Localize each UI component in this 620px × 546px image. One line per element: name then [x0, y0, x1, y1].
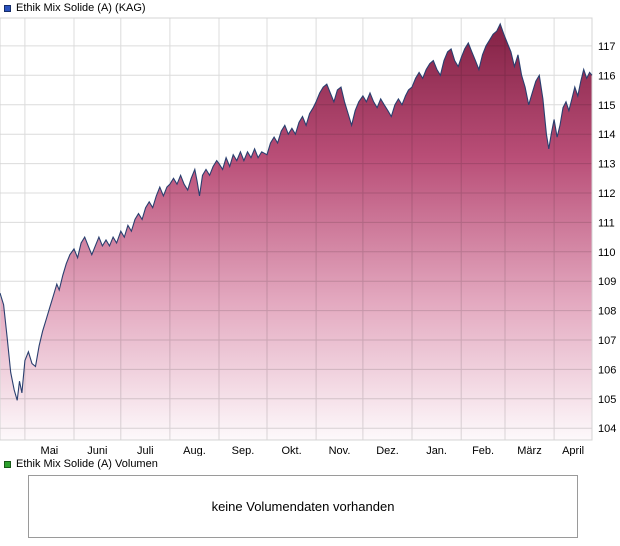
price-chart-canvas[interactable]: 104 105 106 107 108 109 110 111 112 113 114 115 116 1… [0, 14, 620, 456]
svg-text:Sep.: Sep. [232, 445, 255, 456]
price-chart[interactable]: 104 105 106 107 108 109 110 111 112 113 114 115 116 1… [0, 14, 620, 456]
volume-empty-message: keine Volumendaten vorhanden [211, 499, 395, 514]
svg-text:Jan.: Jan. [426, 445, 447, 456]
price-legend-swatch-icon [4, 4, 11, 12]
svg-text:112: 112 [598, 188, 616, 200]
svg-text:106: 106 [598, 364, 616, 376]
svg-text:Aug.: Aug. [183, 445, 206, 456]
svg-text:Nov.: Nov. [329, 445, 351, 456]
price-legend-label: Ethik Mix Solide (A) (KAG) [16, 1, 146, 14]
svg-text:Okt.: Okt. [282, 445, 302, 456]
volume-empty-box: keine Volumendaten vorhanden [28, 475, 578, 538]
svg-text:113: 113 [598, 159, 616, 171]
svg-text:111: 111 [598, 217, 615, 229]
svg-text:Dez.: Dez. [376, 445, 399, 456]
svg-text:109: 109 [598, 276, 616, 288]
svg-text:117: 117 [598, 41, 616, 53]
svg-text:Juni: Juni [87, 445, 107, 456]
svg-text:115: 115 [598, 100, 616, 112]
volume-legend-swatch-icon [4, 460, 11, 468]
svg-text:114: 114 [598, 129, 616, 141]
svg-text:Feb.: Feb. [472, 445, 494, 456]
volume-legend: Ethik Mix Solide (A) Volumen [0, 456, 620, 470]
svg-text:107: 107 [598, 335, 616, 347]
svg-text:108: 108 [598, 306, 616, 318]
svg-text:April: April [562, 445, 584, 456]
svg-text:110: 110 [598, 247, 616, 259]
svg-text:105: 105 [598, 394, 616, 406]
volume-legend-label: Ethik Mix Solide (A) Volumen [16, 457, 158, 470]
price-legend: Ethik Mix Solide (A) (KAG) [0, 0, 620, 14]
svg-text:Mai: Mai [41, 445, 59, 456]
svg-text:116: 116 [598, 70, 616, 82]
svg-text:Juli: Juli [137, 445, 154, 456]
svg-text:März: März [517, 445, 541, 456]
svg-text:104: 104 [598, 423, 616, 435]
